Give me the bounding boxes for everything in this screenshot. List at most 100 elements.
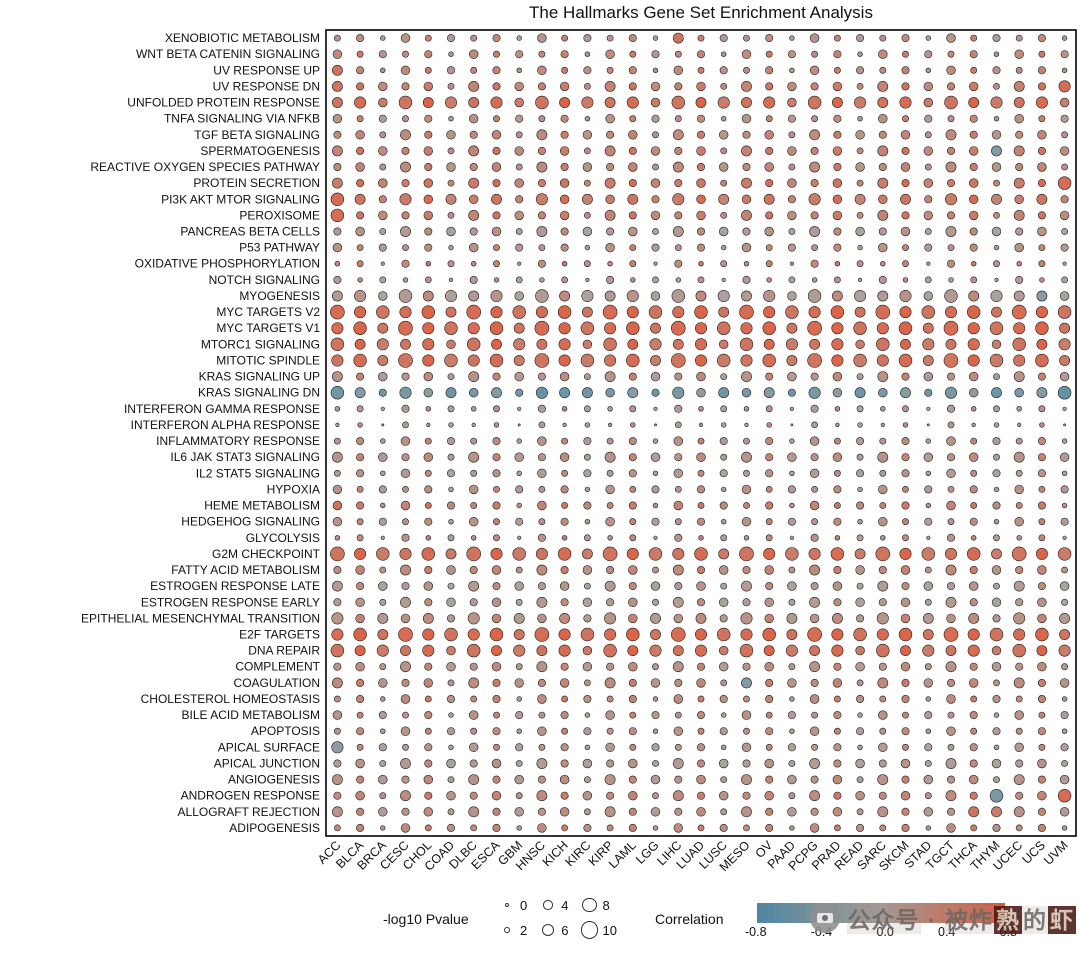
- matrix-dot: [856, 776, 864, 783]
- matrix-dot: [1015, 727, 1023, 735]
- matrix-dot: [969, 517, 978, 526]
- matrix-dot: [719, 501, 728, 510]
- y-axis-label: UV RESPONSE DN: [213, 79, 320, 93]
- matrix-dot: [331, 741, 344, 754]
- matrix-dot: [516, 696, 522, 702]
- matrix-dot: [424, 743, 433, 752]
- matrix-dot: [944, 547, 957, 560]
- matrix-dot: [741, 242, 752, 253]
- matrix-dot: [331, 580, 343, 592]
- matrix-dot: [718, 130, 729, 140]
- matrix-dot: [650, 613, 661, 624]
- matrix-dot: [535, 386, 548, 399]
- matrix-dot: [969, 50, 978, 59]
- matrix-dot: [1037, 211, 1046, 220]
- size-legend-item: 4: [539, 893, 568, 917]
- matrix-dot: [651, 485, 660, 494]
- matrix-dot: [1061, 470, 1068, 476]
- matrix-dot: [652, 470, 659, 476]
- matrix-dot: [651, 711, 660, 720]
- y-axis-label: CHOLESTEROL HOMEOSTASIS: [141, 692, 320, 706]
- matrix-dot: [606, 759, 615, 768]
- matrix-dot: [696, 581, 706, 591]
- matrix-dot: [1061, 598, 1068, 606]
- matrix-dot: [517, 535, 522, 540]
- matrix-dot: [650, 210, 661, 221]
- matrix-dot: [765, 211, 774, 220]
- matrix-dot: [720, 211, 728, 219]
- matrix-dot: [670, 353, 686, 368]
- matrix-dot: [376, 305, 390, 319]
- matrix-dot: [856, 534, 864, 542]
- matrix-dot: [378, 291, 388, 301]
- matrix-dot: [584, 211, 591, 219]
- matrix-dot: [925, 502, 931, 509]
- matrix-dot: [332, 113, 343, 124]
- matrix-dot: [1014, 113, 1024, 124]
- matrix-dot: [674, 244, 682, 251]
- y-axis-label: TNFA SIGNALING VIA NFKB: [164, 112, 320, 126]
- matrix-dot: [469, 791, 478, 800]
- y-axis-label: PANCREAS BETA CELLS: [180, 225, 320, 239]
- matrix-dot: [446, 66, 455, 75]
- matrix-dot: [652, 438, 659, 444]
- matrix-dot: [788, 566, 796, 574]
- matrix-dot: [925, 35, 931, 41]
- page-title: The Hallmarks Gene Set Enrichment Analys…: [529, 3, 873, 22]
- matrix-dot: [877, 451, 889, 463]
- matrix-dot: [674, 518, 682, 526]
- matrix-dot: [1062, 406, 1067, 411]
- matrix-dot: [993, 534, 1000, 542]
- matrix-dot: [720, 518, 727, 525]
- matrix-dot: [834, 406, 841, 412]
- matrix-dot: [673, 823, 683, 833]
- matrix-dot: [331, 354, 344, 367]
- matrix-dot: [561, 66, 568, 74]
- matrix-dot: [331, 97, 343, 108]
- matrix-dot: [764, 790, 774, 801]
- matrix-dot: [629, 244, 637, 251]
- matrix-dot: [809, 129, 820, 141]
- matrix-dot: [672, 32, 684, 44]
- matrix-dot: [787, 50, 796, 59]
- matrix-dot: [537, 678, 546, 687]
- matrix-dot: [423, 388, 433, 398]
- matrix-dot: [743, 535, 750, 541]
- matrix-dot: [515, 485, 524, 494]
- matrix-dot: [536, 790, 548, 802]
- matrix-dot: [424, 502, 432, 509]
- matrix-dot: [560, 565, 569, 574]
- matrix-dot: [536, 645, 548, 656]
- matrix-dot: [536, 161, 548, 173]
- matrix-dot: [448, 486, 454, 493]
- matrix-dot: [765, 501, 774, 510]
- matrix-dot: [333, 791, 342, 800]
- matrix-dot: [765, 146, 774, 155]
- matrix-dot: [855, 565, 865, 575]
- matrix-dot: [629, 534, 637, 542]
- matrix-dot: [583, 727, 592, 736]
- matrix-dot: [492, 82, 501, 91]
- matrix-dot: [811, 711, 818, 719]
- matrix-dot: [448, 277, 454, 283]
- matrix-dot: [1059, 807, 1070, 817]
- matrix-dot: [786, 322, 798, 334]
- matrix-dot: [898, 353, 913, 368]
- matrix-dot: [765, 711, 773, 719]
- matrix-dot: [810, 82, 819, 91]
- matrix-dot: [810, 179, 819, 188]
- matrix-dot: [559, 178, 570, 188]
- matrix-dot: [400, 564, 411, 576]
- matrix-dot: [899, 306, 912, 319]
- y-axis-label: MYOGENESIS: [239, 289, 320, 303]
- matrix-dot: [833, 163, 842, 172]
- correlation-tick: -0.8: [745, 925, 767, 939]
- matrix-dot: [604, 451, 616, 463]
- matrix-dot: [628, 823, 637, 832]
- matrix-dot: [831, 644, 844, 657]
- matrix-dot: [491, 226, 502, 237]
- matrix-dot: [444, 627, 458, 642]
- matrix-dot: [560, 791, 569, 800]
- matrix-dot: [674, 404, 683, 413]
- matrix-dot: [1038, 50, 1046, 58]
